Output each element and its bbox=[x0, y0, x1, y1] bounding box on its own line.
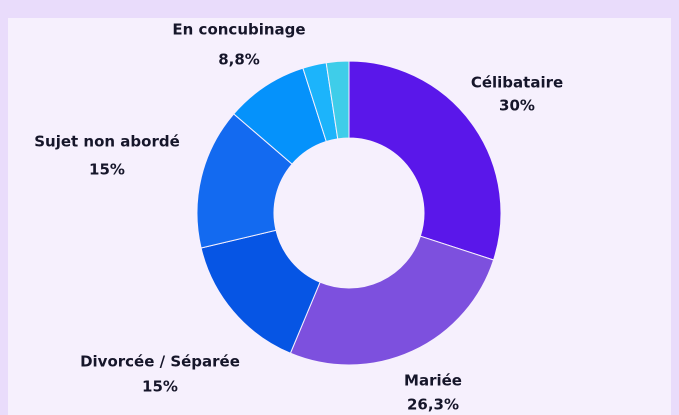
value-label: 26,3% bbox=[407, 396, 459, 414]
slice bbox=[325, 60, 350, 140]
slice bbox=[289, 235, 495, 366]
value-label: 15% bbox=[142, 378, 178, 396]
slice-label: Mariée bbox=[404, 372, 462, 390]
value-label: 30% bbox=[499, 97, 535, 115]
value-label: 8,8% bbox=[218, 51, 260, 69]
slice-label: Célibataire bbox=[471, 74, 563, 92]
value-label: 15% bbox=[89, 161, 125, 179]
slice bbox=[348, 60, 502, 261]
slice-label: En concubinage bbox=[172, 21, 305, 39]
slice-label: Sujet non abordé bbox=[34, 133, 180, 151]
slice-label: Divorcée / Séparée bbox=[80, 353, 240, 371]
